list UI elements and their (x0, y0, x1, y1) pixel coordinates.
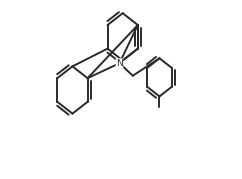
Text: N: N (116, 59, 123, 68)
